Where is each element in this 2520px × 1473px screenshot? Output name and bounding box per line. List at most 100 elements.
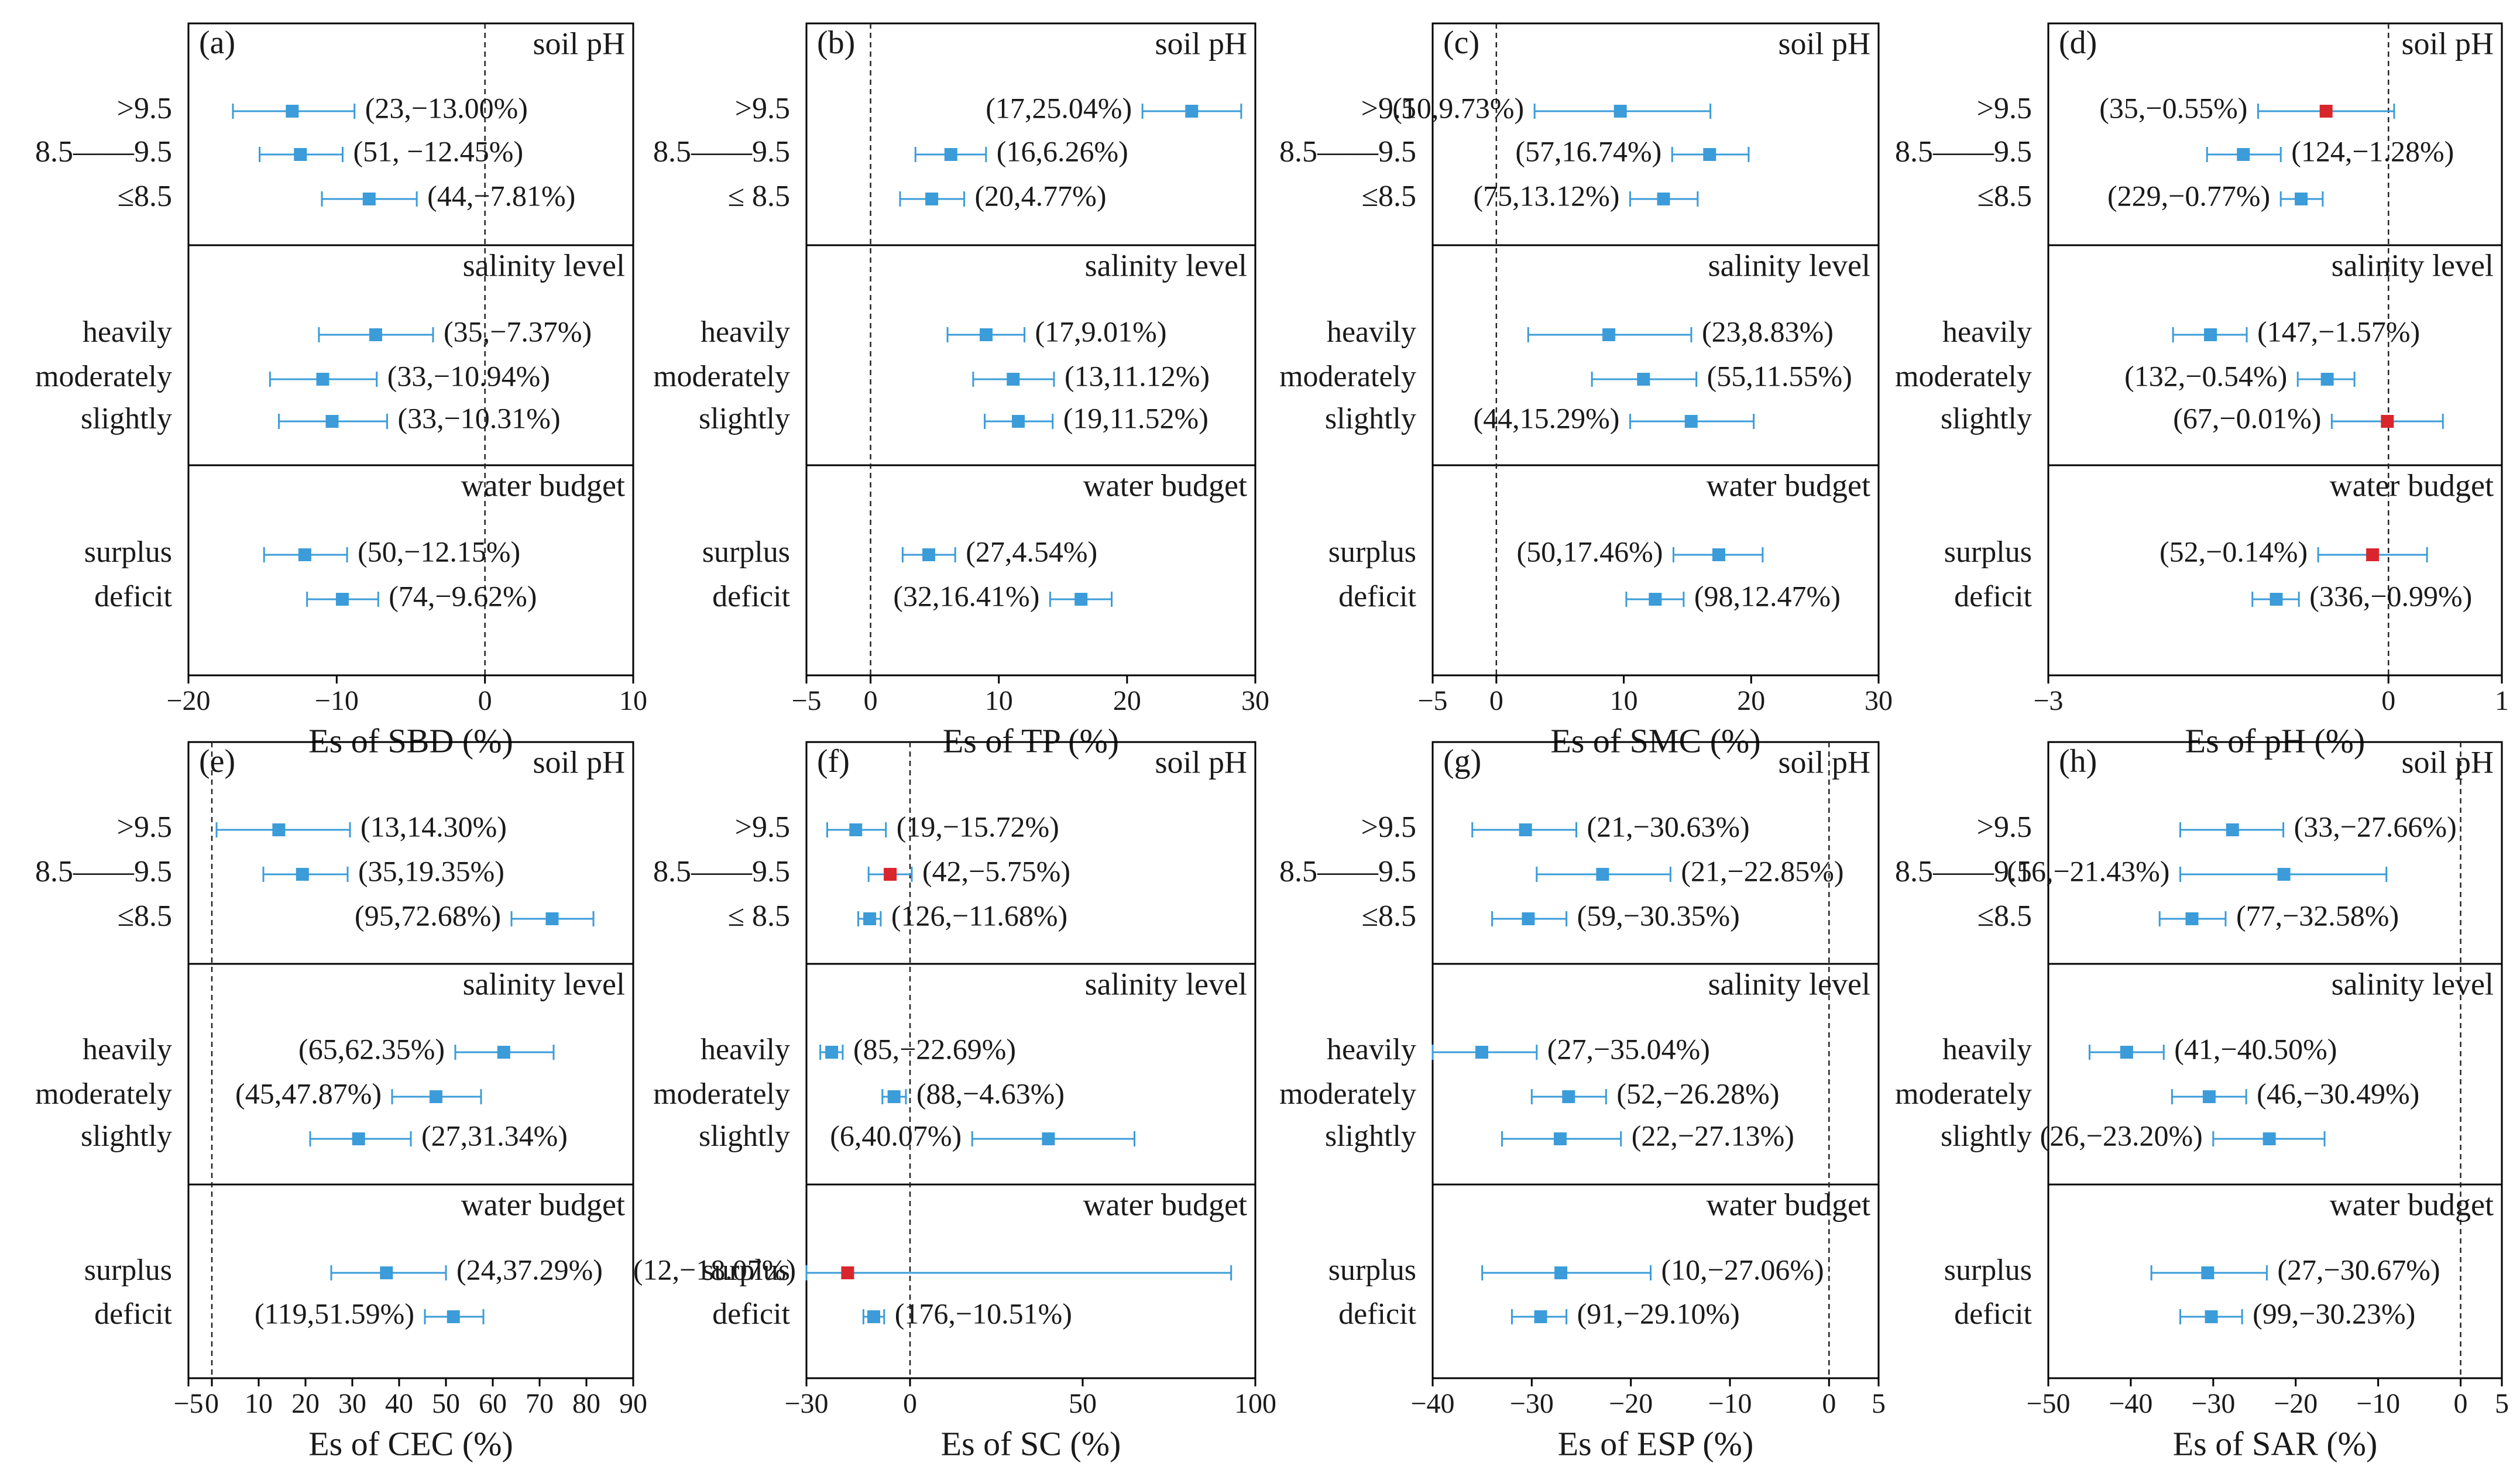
x-tick-label: 50	[432, 1388, 460, 1419]
data-label: (85,−22.69%)	[853, 1032, 1016, 1065]
x-tick-label: −10	[2356, 1388, 2400, 1419]
effect-size-marker	[2270, 593, 2283, 606]
category-label: ≤ 8.5	[727, 180, 790, 213]
category-label: >9.5	[1361, 92, 1416, 125]
data-label: (75,13.12%)	[1474, 179, 1620, 212]
x-tick-label: 80	[572, 1388, 600, 1419]
panel-frame	[2047, 22, 2503, 677]
category-label: >9.5	[1361, 811, 1416, 844]
panel-f: (f) soil pH >9.5 (19,−15.72%) 8.5——9.5 (42,−5…	[633, 741, 1276, 1462]
effect-size-marker	[272, 823, 286, 836]
data-label: (126,−11.68%)	[891, 899, 1067, 932]
category-label: deficit	[1954, 580, 2032, 613]
data-label: (20,4.77%)	[975, 179, 1107, 212]
panel-letter: (a)	[199, 25, 235, 61]
x-tick-label: 0	[2454, 1388, 2468, 1419]
category-label: surplus	[1328, 535, 1416, 569]
data-label: (27,−30.67%)	[2277, 1253, 2440, 1286]
x-tick-label: −5	[1417, 685, 1447, 716]
x-tick-label: 100	[1234, 1388, 1276, 1419]
data-label: (23,−13.00%)	[365, 91, 528, 124]
x-tick-label: 40	[385, 1388, 413, 1419]
x-tick-label: −5	[791, 685, 821, 716]
x-tick-label: 70	[526, 1388, 554, 1419]
panel-letter: (g)	[1443, 743, 1481, 780]
effect-size-marker	[1613, 105, 1627, 118]
x-tick-label: 20	[1113, 685, 1141, 716]
x-tick-label: −5	[173, 1388, 203, 1419]
data-label: (33,−10.94%)	[387, 359, 550, 392]
x-tick-label: −50	[2026, 1388, 2070, 1419]
category-label: deficit	[94, 1297, 172, 1331]
section-title: salinity level	[2332, 248, 2494, 283]
effect-size-marker	[296, 868, 309, 881]
data-label: (59,−30.35%)	[1577, 899, 1740, 932]
data-label: (50,17.46%)	[1517, 535, 1663, 568]
section-title: salinity level	[463, 248, 625, 283]
section-title: soil pH	[1155, 26, 1247, 61]
x-tick-label: 0	[1822, 1388, 1836, 1419]
x-tick-label: 10	[1610, 685, 1638, 716]
panel-frame	[2047, 741, 2503, 1379]
effect-size-marker	[1007, 373, 1020, 386]
effect-size-marker	[1684, 415, 1698, 428]
data-label: (35,19.35%)	[358, 854, 504, 887]
category-label: surplus	[1944, 1254, 2032, 1287]
x-tick-label: 0	[1489, 685, 1503, 716]
data-label: (17,9.01%)	[1035, 315, 1167, 348]
effect-size-marker	[925, 193, 939, 205]
panel-c: (c) soil pH >9.5(10,9.73%) 8.5——9.5 (57,16.7…	[1279, 22, 1893, 760]
effect-size-marker	[369, 328, 382, 341]
x-tick-label: 30	[1241, 685, 1269, 716]
x-axis-label: Es of SC (%)	[941, 1424, 1121, 1462]
category-label: ≤ 8.5	[727, 899, 790, 933]
panel-letter: (d)	[2059, 25, 2097, 61]
category-label: heavily	[701, 315, 790, 349]
section-title: water budget	[1707, 468, 1870, 503]
effect-size-marker	[1657, 193, 1670, 205]
panel-a: (a) soil pH >9.5 (23,−13.00%) 8.5——9.5 (51, −…	[35, 22, 647, 760]
effect-size-marker	[286, 105, 299, 118]
section-title: salinity level	[1708, 966, 1870, 1001]
effect-size-marker	[1553, 1132, 1567, 1145]
category-label: surplus	[1328, 1254, 1416, 1287]
data-label: (33,−27.66%)	[2294, 810, 2457, 843]
x-tick-label: 30	[1865, 685, 1893, 716]
data-label: (27,31.34%)	[421, 1119, 568, 1152]
effect-size-marker	[863, 912, 877, 925]
category-label: deficit	[712, 580, 790, 613]
effect-size-marker	[1519, 823, 1532, 836]
category-label: moderately	[1895, 360, 2032, 393]
effect-size-marker	[1712, 548, 1725, 561]
section-title: water budget	[1083, 1187, 1247, 1222]
effect-size-marker	[887, 1090, 901, 1103]
section-title: soil pH	[533, 744, 625, 780]
effect-size-marker	[1596, 868, 1609, 881]
category-label: moderately	[653, 360, 790, 393]
x-tick-label: −40	[2109, 1388, 2152, 1419]
category-label: 8.5——9.5	[1279, 855, 1416, 888]
data-label: (26,−23.20%)	[2040, 1119, 2203, 1152]
data-label: (124,−1.28%)	[2291, 135, 2454, 167]
category-label: slightly	[81, 402, 172, 435]
data-label: (16,−21.43%)	[2007, 854, 2169, 887]
data-label: (176,−10.51%)	[895, 1297, 1072, 1330]
category-label: moderately	[1279, 360, 1416, 393]
data-label: (119,51.59%)	[255, 1297, 414, 1330]
effect-size-marker	[2295, 193, 2308, 205]
x-tick-label: 0	[478, 685, 492, 716]
category-label: 8.5——9.5	[35, 855, 172, 888]
section-title: soil pH	[1155, 744, 1247, 780]
category-label: slightly	[1941, 402, 2032, 435]
data-label: (44,−7.81%)	[427, 179, 575, 212]
data-label: (336,−0.99%)	[2309, 579, 2472, 612]
x-axis-label: Es of CEC (%)	[308, 1424, 513, 1462]
data-label: (132,−0.54%)	[2124, 359, 2287, 392]
effect-size-marker	[294, 148, 307, 161]
data-label: (41,−40.50%)	[2174, 1032, 2337, 1065]
category-label: heavily	[1327, 315, 1416, 349]
data-label: (98,12.47%)	[1694, 579, 1841, 612]
x-tick-label: 0	[864, 685, 878, 716]
data-label: (46,−30.49%)	[2257, 1077, 2419, 1110]
category-label: surplus	[84, 535, 172, 569]
